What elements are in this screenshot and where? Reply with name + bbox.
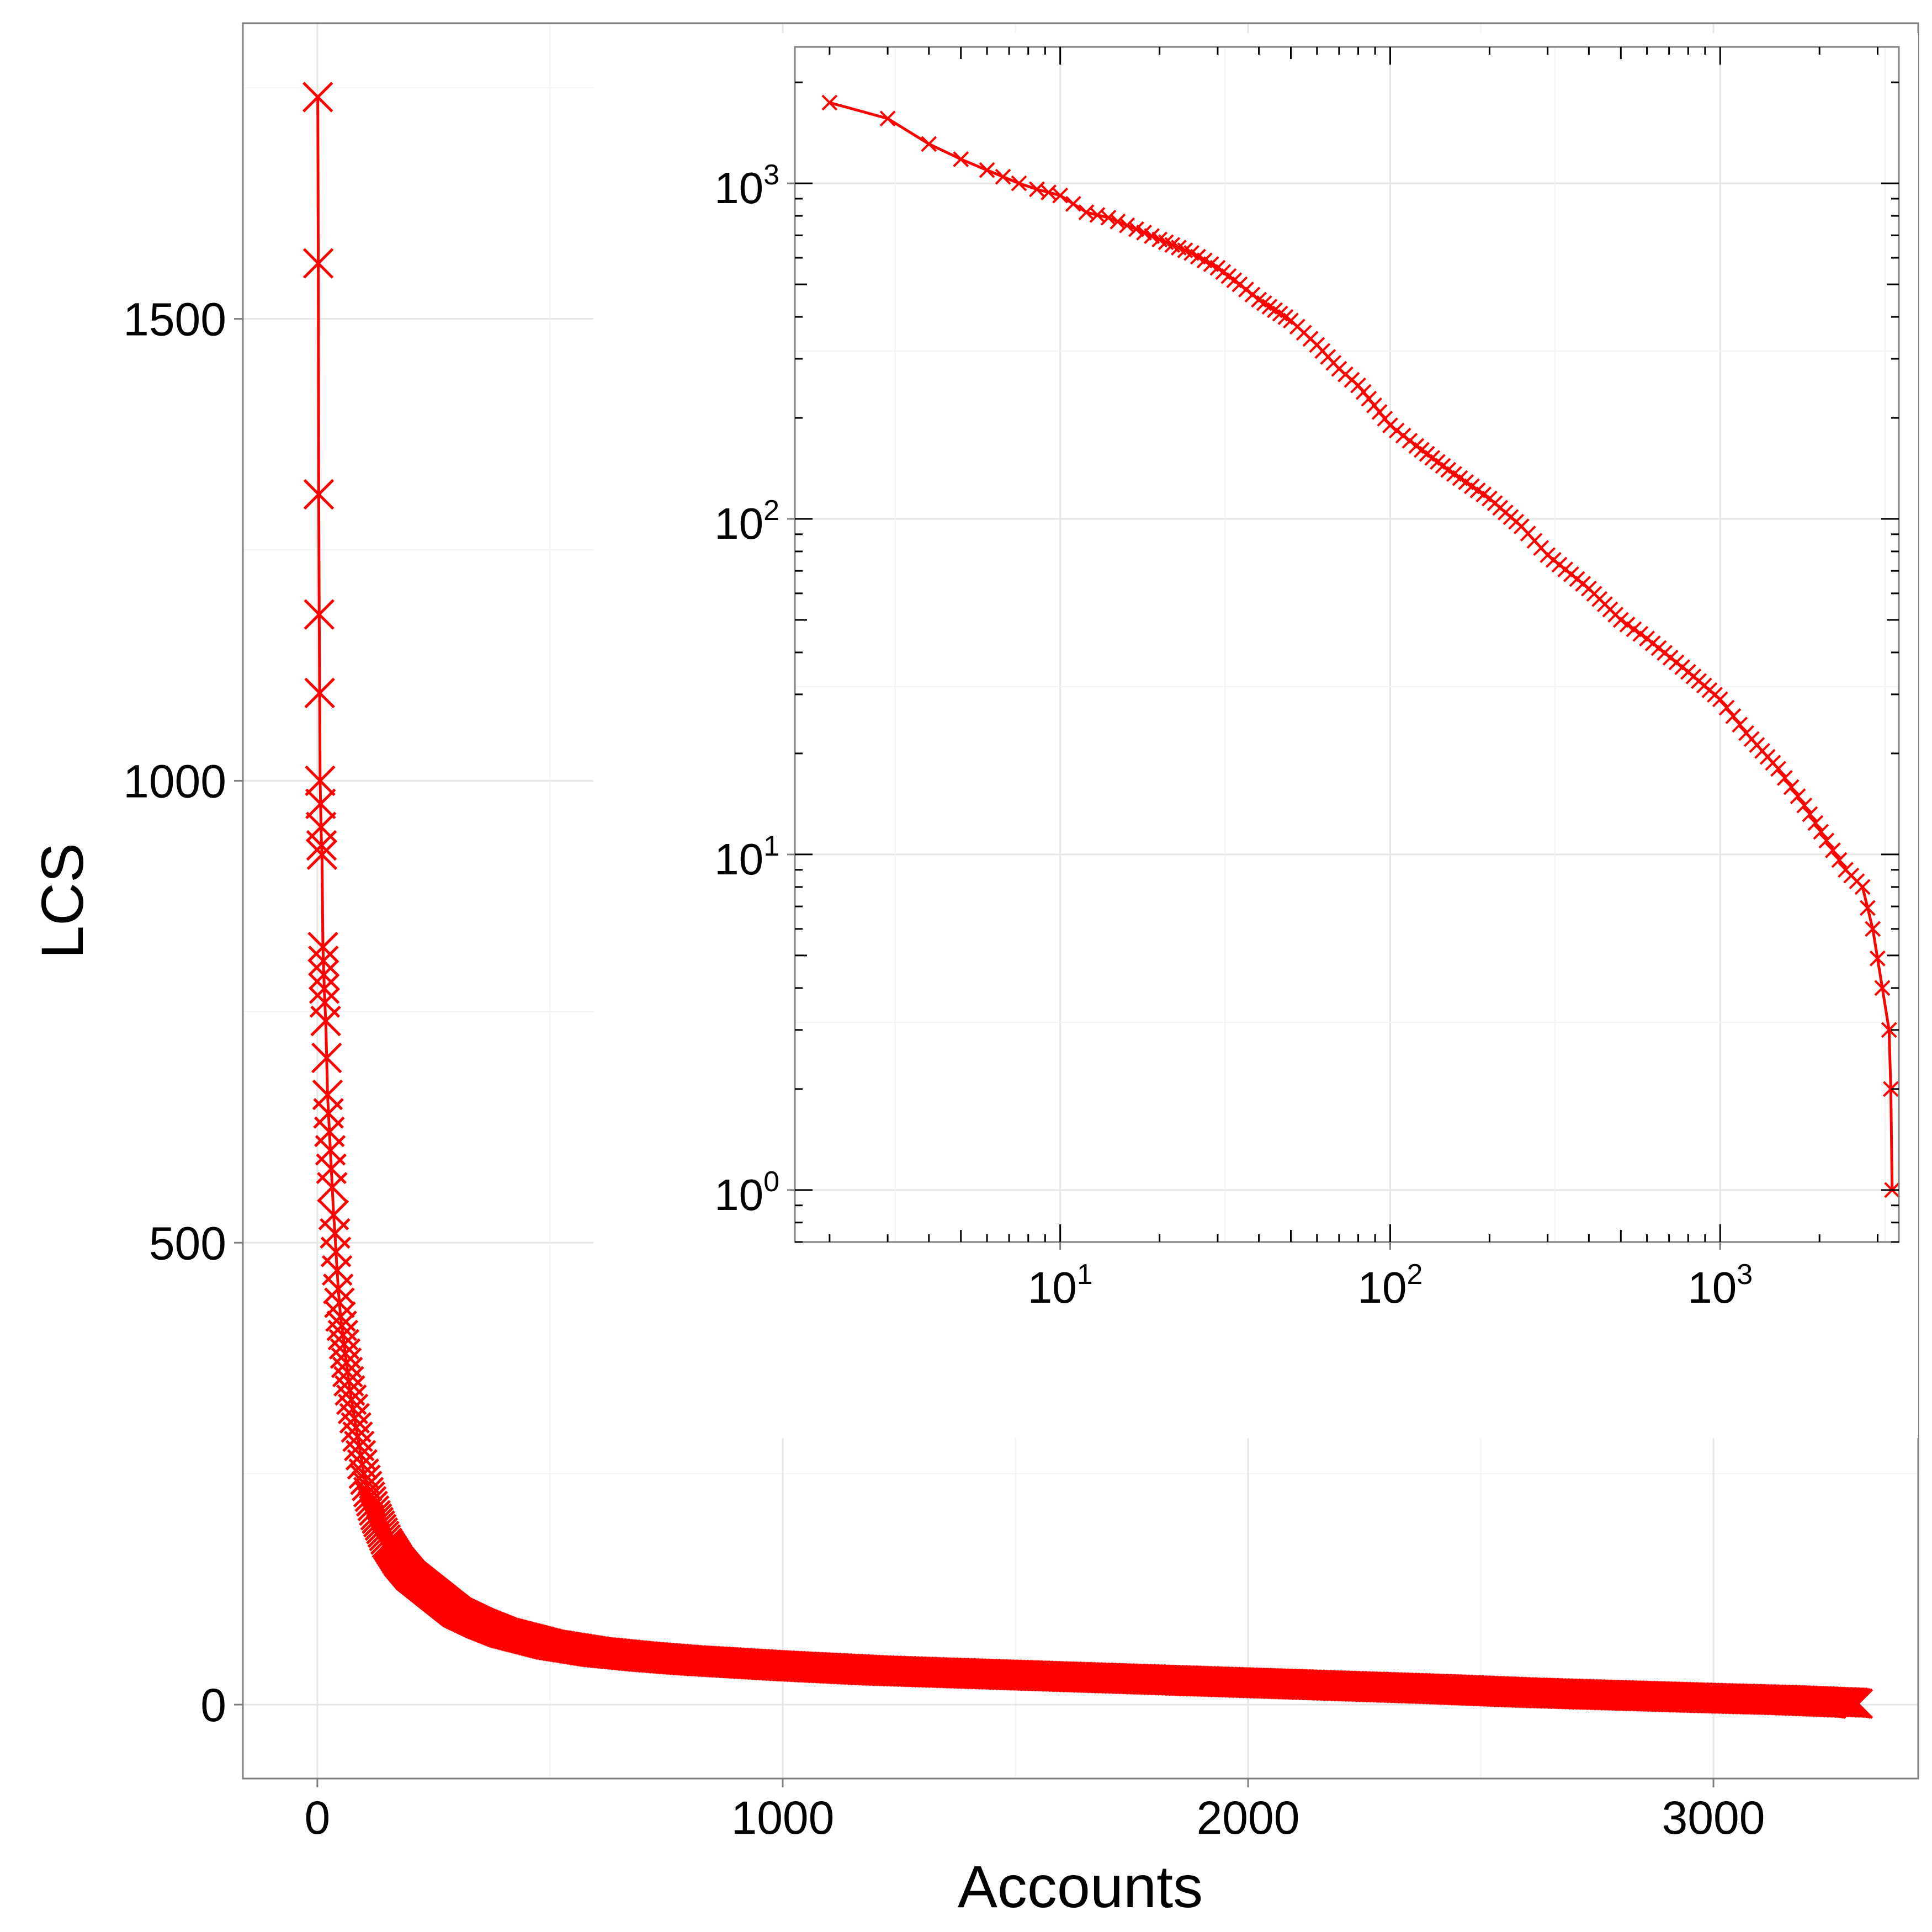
main-y-tick-label: 1000 — [123, 755, 226, 807]
main-y-ticks: 0 500 1000 1500 — [123, 294, 243, 1731]
y-axis-title: LCS — [29, 843, 95, 959]
main-y-tick-label: 0 — [200, 1679, 226, 1731]
marker-stroke — [302, 82, 333, 113]
main-y-tick-label: 1500 — [123, 294, 226, 346]
main-x-ticks: 0 1000 2000 3000 — [305, 1779, 1765, 1844]
x-axis-title: Accounts — [958, 1853, 1203, 1920]
main-x-tick-label: 1000 — [731, 1792, 835, 1844]
main-data-point — [302, 82, 333, 113]
main-x-tick-label: 2000 — [1197, 1792, 1300, 1844]
main-series — [302, 82, 1873, 1719]
main-x-tick-label: 3000 — [1662, 1792, 1765, 1844]
main-x-tick-label: 0 — [305, 1792, 331, 1844]
main-y-tick-label: 500 — [149, 1217, 226, 1269]
